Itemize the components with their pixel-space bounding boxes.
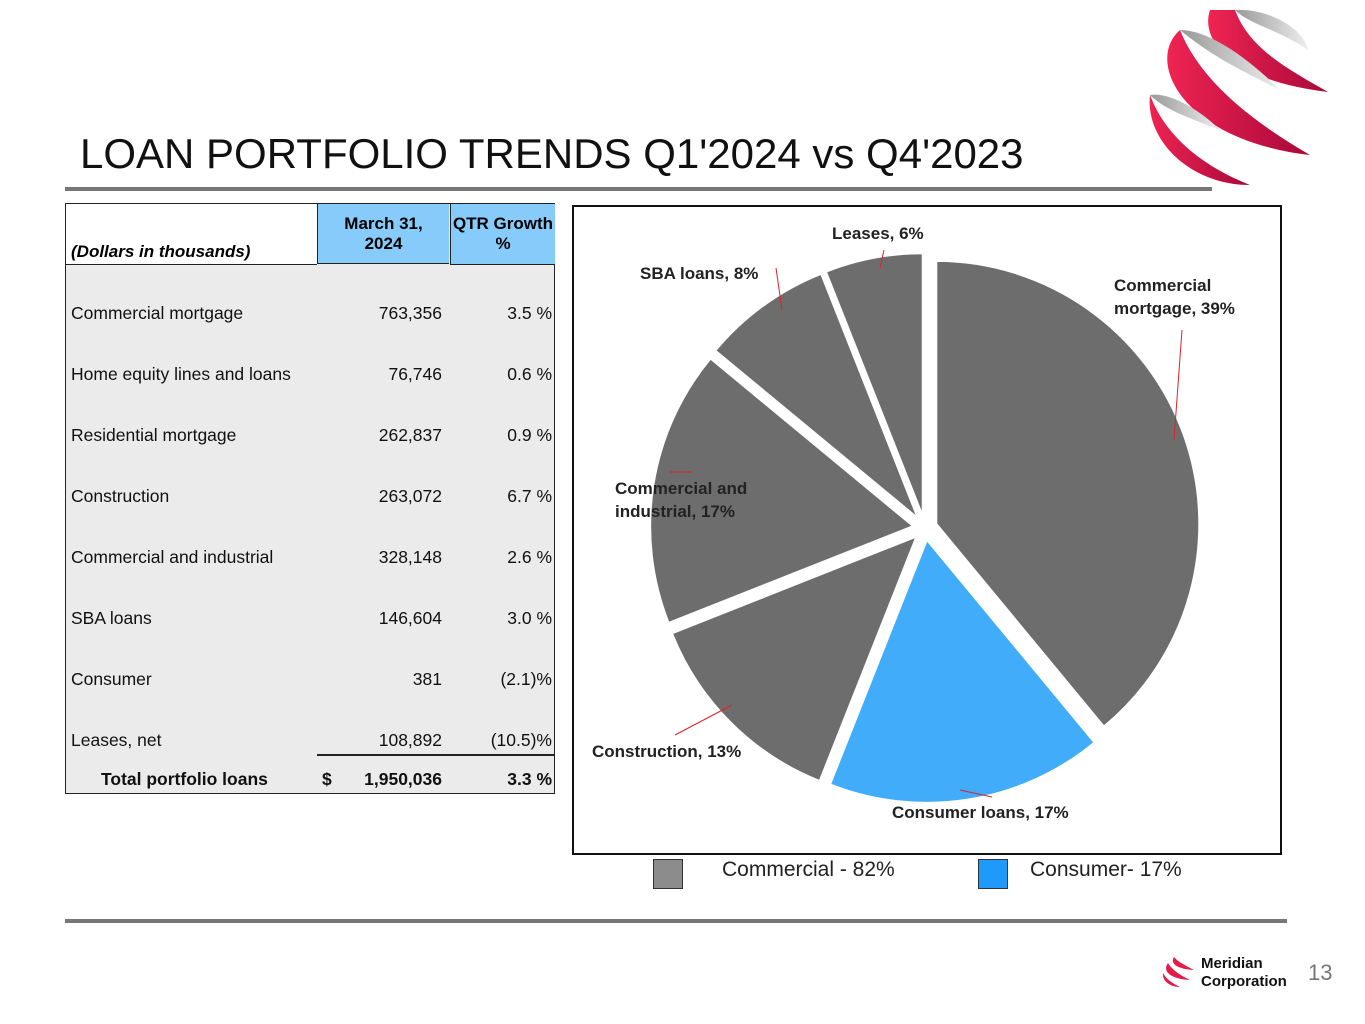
row-label: Commercial and industrial bbox=[71, 547, 274, 567]
row-value: 76,746 bbox=[388, 364, 442, 384]
row-value: 763,356 bbox=[378, 303, 442, 323]
label-commercial-mortgage: Commercial mortgage, 39% bbox=[1114, 276, 1235, 318]
table-row: Commercial mortgage 763,356 3.5 % bbox=[66, 303, 554, 325]
row-growth: 2.6 % bbox=[507, 547, 552, 567]
table-row: Residential mortgage 262,837 0.9 % bbox=[66, 425, 554, 447]
pie-slice bbox=[713, 272, 919, 520]
currency-symbol: $ bbox=[322, 769, 332, 789]
table-row: Commercial and industrial 328,148 2.6 % bbox=[66, 547, 554, 569]
legend-swatch-consumer bbox=[978, 859, 1008, 889]
row-value: 146,604 bbox=[378, 608, 442, 628]
row-growth: 0.6 % bbox=[507, 364, 552, 384]
row-value: 381 bbox=[412, 669, 442, 689]
label-construction: Construction, 13% bbox=[592, 742, 742, 761]
total-underline bbox=[317, 754, 554, 756]
header-units: (Dollars in thousands) bbox=[66, 204, 317, 265]
page-number: 13 bbox=[1308, 960, 1333, 985]
legend-commercial: Commercial - 82% bbox=[722, 858, 895, 881]
row-label: Commercial mortgage bbox=[71, 303, 244, 323]
pie-slice bbox=[828, 537, 1096, 804]
row-label: Construction bbox=[71, 486, 170, 506]
total-growth: 3.3 % bbox=[507, 769, 552, 789]
leader-line bbox=[959, 789, 993, 798]
header-date: March 31, 2024 bbox=[317, 204, 449, 264]
table-row: Construction 263,072 6.7 % bbox=[66, 486, 554, 508]
label-commercial-industrial: Commercial and industrial, 17% bbox=[615, 479, 748, 521]
leader-line bbox=[879, 249, 885, 269]
pie-slice bbox=[670, 534, 919, 783]
leader-line bbox=[674, 704, 733, 736]
total-row: Total portfolio loans $ 1,950,036 3.3 % bbox=[66, 769, 554, 791]
row-label: Leases, net bbox=[71, 730, 162, 750]
table-row: Home equity lines and loans 76,746 0.6 % bbox=[66, 364, 554, 386]
row-label: Home equity lines and loans bbox=[71, 364, 291, 384]
company-name: Meridian Corporation bbox=[1201, 955, 1287, 990]
legend-consumer: Consumer- 17% bbox=[1030, 858, 1182, 881]
table-row: Consumer 381 (2.1)% bbox=[66, 669, 554, 691]
total-value: 1,950,036 bbox=[364, 769, 442, 789]
row-label: Residential mortgage bbox=[71, 425, 237, 445]
pie-slice bbox=[935, 259, 1201, 728]
row-growth: 3.5 % bbox=[507, 303, 552, 323]
divider bbox=[65, 187, 1212, 191]
leader-line bbox=[775, 267, 783, 311]
pie-chart-frame bbox=[572, 205, 1282, 855]
row-value: 263,072 bbox=[378, 486, 442, 506]
pie-slice bbox=[649, 357, 916, 625]
row-growth: 6.7 % bbox=[507, 486, 552, 506]
row-growth: (2.1)% bbox=[500, 669, 552, 689]
row-value: 328,148 bbox=[378, 547, 442, 567]
meridian-small-logo bbox=[1162, 957, 1194, 987]
leader-line bbox=[1173, 329, 1183, 441]
label-sba: SBA loans, 8% bbox=[640, 264, 759, 283]
row-label: SBA loans bbox=[71, 608, 152, 628]
total-label: Total portfolio loans bbox=[101, 769, 268, 789]
row-growth: 3.0 % bbox=[507, 608, 552, 628]
label-consumer-loans: Consumer loans, 17% bbox=[892, 803, 1069, 822]
table-row: SBA loans 146,604 3.0 % bbox=[66, 608, 554, 630]
row-growth: (10.5)% bbox=[490, 730, 552, 750]
divider bbox=[65, 919, 1287, 923]
header-growth: QTR Growth % bbox=[450, 204, 555, 265]
pie-slice bbox=[824, 252, 924, 517]
row-growth: 0.9 % bbox=[507, 425, 552, 445]
legend-swatch-commercial bbox=[653, 859, 683, 889]
row-value: 108,892 bbox=[378, 730, 442, 750]
page-title: LOAN PORTFOLIO TRENDS Q1'2024 vs Q4'2023 bbox=[80, 130, 1024, 177]
meridian-logo bbox=[1149, 9, 1328, 185]
loan-table: (Dollars in thousands) March 31, 2024 QT… bbox=[65, 203, 555, 794]
label-leases: Leases, 6% bbox=[832, 224, 924, 243]
row-value: 262,837 bbox=[378, 425, 442, 445]
table-row: Leases, net 108,892 (10.5)% bbox=[66, 730, 554, 752]
row-label: Consumer bbox=[71, 669, 152, 689]
